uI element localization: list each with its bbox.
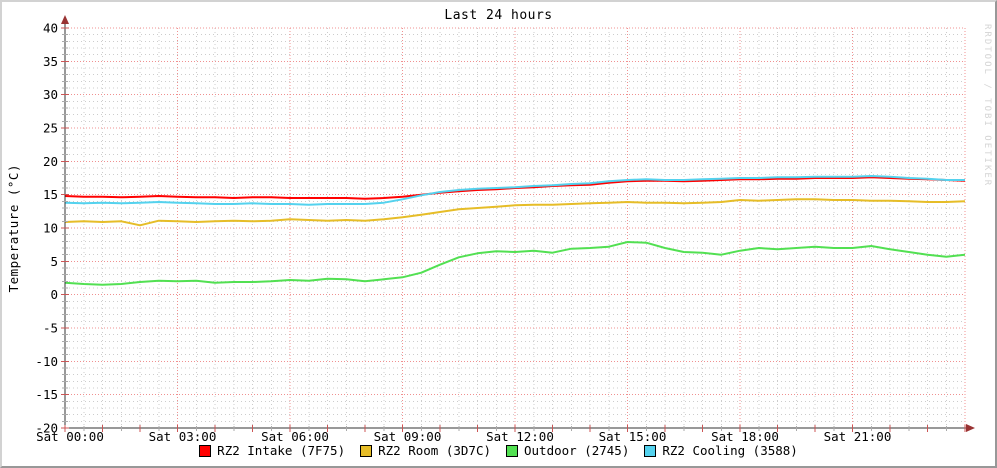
legend-item: RZ2 Cooling (3588) [644,443,798,458]
series-line-rz2-room-3d7c [64,198,966,227]
legend-label: Outdoor (2745) [524,443,630,458]
y-tick-label: -15 [35,387,58,402]
legend-item: RZ2 Intake (7F75) [199,443,345,458]
y-axis-label: Temperature (°C) [5,163,21,293]
y-tick-label: -5 [43,321,58,336]
legend-item: Outdoor (2745) [506,443,629,458]
series-line-outdoor-2745 [64,241,966,286]
y-tick-label: -20 [35,421,58,436]
x-tick-label: Sat 00:00 [36,429,104,444]
legend-label: RZ2 Cooling (3588) [662,443,798,458]
x-tick-label: Sat 03:00 [149,429,217,444]
x-tick-label: Sat 15:00 [599,429,667,444]
y-tick-label: 0 [50,287,58,302]
x-tick-label: Sat 06:00 [261,429,329,444]
series-line-rz2-cooling-3588 [64,175,965,206]
y-axis-arrow-icon [61,15,69,24]
y-tick-label: 5 [50,254,58,269]
rrdtool-watermark: RRDTOOL / TOBI OETIKER [982,24,992,188]
x-tick-label: Sat 18:00 [711,429,779,444]
legend-swatch-icon [506,444,518,457]
legend-item: RZ2 Room (3D7C) [360,443,491,458]
y-tick-label: 10 [43,221,58,236]
x-tick-label: Sat 12:00 [486,429,554,444]
y-tick-label: 20 [43,154,58,169]
legend-swatch-icon [360,444,373,457]
legend-swatch-icon [199,444,212,457]
y-tick-label: 40 [43,21,58,36]
legend-label: RZ2 Room (3D7C) [378,443,491,458]
legend-label: RZ2 Intake (7F75) [217,443,346,458]
y-tick-label: 15 [43,187,58,202]
y-tick-label: 25 [43,121,58,136]
chart-title: Last 24 hours [444,8,553,23]
y-tick-label: 35 [43,54,58,69]
x-tick-label: Sat 21:00 [824,429,892,444]
y-tick-label: 30 [43,87,58,102]
x-tick-label: Sat 09:00 [374,429,442,444]
legend-swatch-icon [644,444,657,457]
x-axis-arrow-icon [966,424,975,432]
y-tick-label: -10 [35,354,58,369]
legend: RZ2 Intake (7F75) RZ2 Room (3D7C) Outdoor … [2,443,995,458]
